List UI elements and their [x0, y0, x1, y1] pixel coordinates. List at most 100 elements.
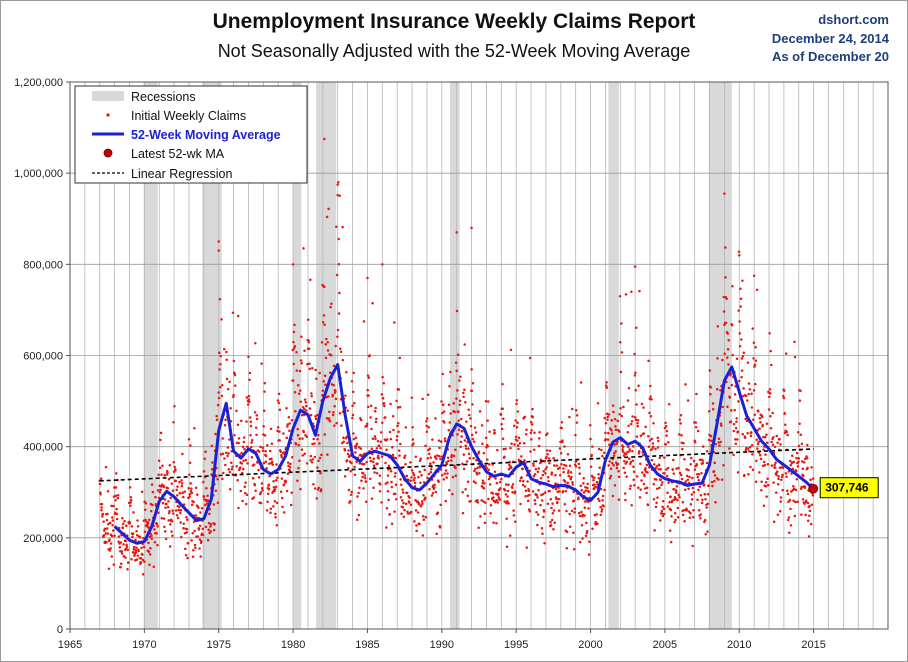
claims-point [267, 487, 271, 491]
claims-point [788, 459, 792, 463]
claims-point [480, 499, 483, 502]
claims-point [163, 474, 166, 477]
claims-point [737, 400, 740, 403]
claims-point [762, 460, 766, 464]
claims-point [533, 472, 537, 476]
claims-point [493, 428, 496, 432]
claims-point [628, 448, 631, 451]
claims-point [158, 491, 162, 494]
claims-point [732, 422, 736, 426]
claims-point [798, 422, 801, 426]
claims-point [514, 419, 517, 422]
claims-point [319, 488, 323, 491]
claims-point [370, 427, 373, 431]
claims-point [654, 505, 658, 509]
claims-point [413, 476, 416, 480]
claims-point [367, 405, 370, 409]
claims-point [756, 442, 760, 446]
claims-point [219, 362, 222, 366]
claims-point [175, 513, 179, 517]
claims-point [333, 404, 336, 408]
claims-point [101, 515, 104, 518]
claims-point [186, 541, 190, 545]
claims-point [657, 463, 661, 467]
claims-point [129, 501, 132, 504]
claims-point [414, 455, 418, 459]
claims-point [454, 474, 458, 477]
claims-point [637, 384, 640, 387]
claims-point [285, 407, 288, 410]
claims-point [470, 389, 474, 393]
claims-point [633, 265, 637, 268]
claims-point [738, 320, 741, 323]
claims-point [704, 498, 707, 501]
claims-point [716, 357, 719, 360]
claims-point [506, 495, 509, 498]
claims-point [201, 527, 204, 531]
claims-point [731, 353, 734, 357]
claims-point [522, 442, 526, 445]
claims-point [246, 462, 249, 465]
claims-point [307, 347, 311, 351]
claims-point [785, 430, 789, 434]
claims-point [501, 382, 504, 386]
claims-point [437, 480, 440, 484]
claims-point [625, 453, 628, 456]
claims-point [645, 463, 649, 467]
claims-point [551, 502, 554, 505]
claims-point [182, 495, 185, 499]
claims-point [122, 543, 125, 546]
claims-point [781, 488, 784, 492]
claims-point [149, 547, 152, 550]
claims-point [731, 284, 734, 288]
claims-point [260, 362, 263, 365]
claims-point [464, 487, 467, 491]
claims-point [735, 420, 738, 423]
claims-point [342, 440, 345, 443]
claims-point [289, 503, 293, 507]
claims-point [676, 515, 680, 519]
claims-point [793, 355, 797, 359]
claims-point [458, 379, 461, 382]
claims-point [620, 351, 624, 354]
claims-point [451, 475, 455, 479]
claims-point [144, 502, 148, 505]
claims-point [566, 452, 570, 456]
claims-point [500, 427, 504, 431]
claims-point [748, 449, 751, 453]
claims-point [408, 496, 411, 499]
claims-point [762, 504, 766, 508]
claims-point [650, 458, 654, 462]
claims-point [385, 506, 389, 510]
y-tick-label: 1,000,000 [14, 168, 63, 180]
claims-point [476, 498, 479, 502]
claims-point [264, 460, 268, 463]
claims-point [504, 447, 507, 451]
claims-point [660, 509, 664, 513]
claims-point [116, 496, 120, 500]
claims-point [744, 417, 747, 421]
claims-point [563, 445, 566, 448]
claims-point [150, 534, 153, 537]
claims-point [759, 421, 762, 424]
claims-point [222, 471, 225, 475]
claims-point [364, 480, 368, 483]
claims-point [589, 437, 592, 441]
claims-point [693, 468, 697, 471]
claims-point [259, 445, 262, 449]
claims-point [595, 485, 599, 489]
claims-point [784, 472, 788, 475]
claims-point [281, 505, 284, 509]
claims-point [541, 473, 545, 477]
claims-point [468, 413, 471, 417]
claims-point [746, 431, 749, 435]
claims-point [534, 467, 538, 471]
claims-point [621, 448, 624, 451]
claims-point [589, 423, 592, 427]
claims-point [625, 475, 628, 478]
claims-point [709, 434, 713, 438]
claims-point [409, 503, 413, 506]
claims-point [753, 365, 756, 368]
claims-point [684, 480, 688, 483]
claims-point [232, 359, 236, 363]
